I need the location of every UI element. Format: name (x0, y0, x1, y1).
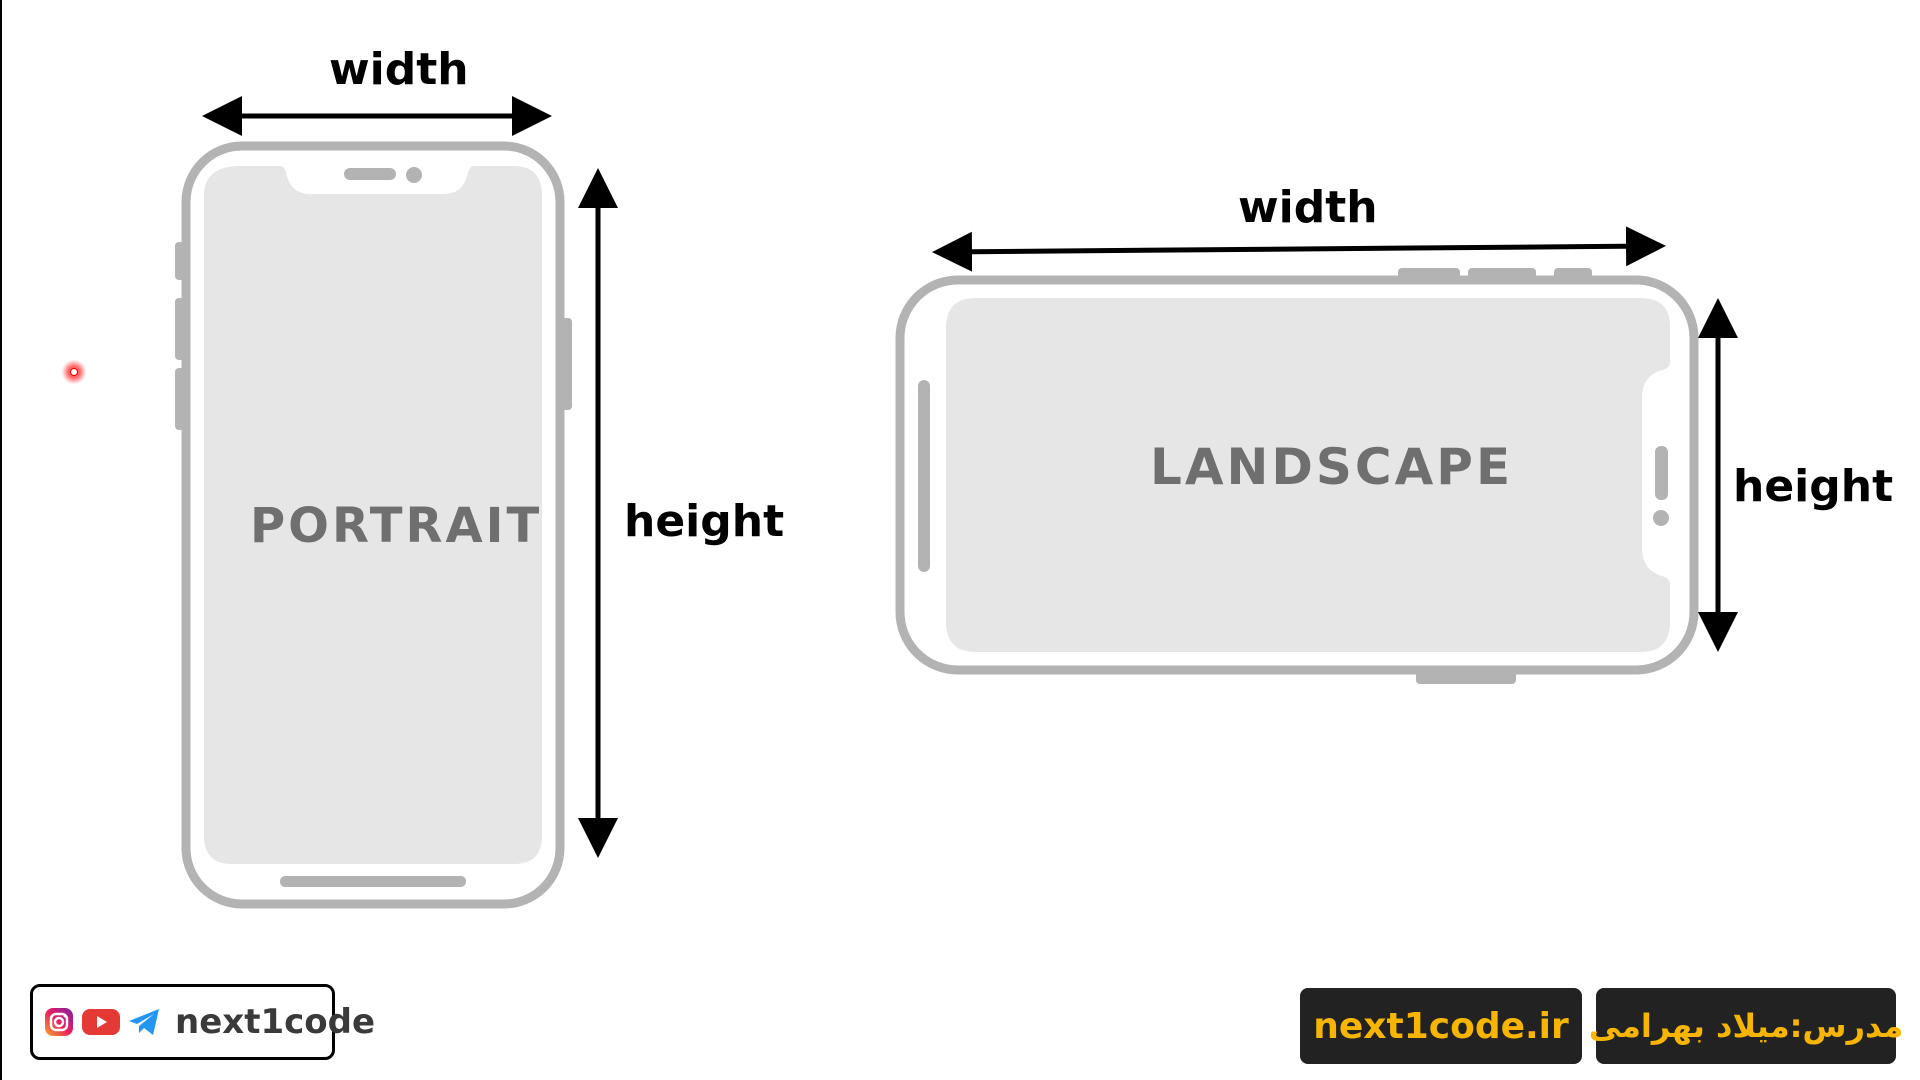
landscape-height-label: height (1733, 461, 1894, 512)
portrait-camera (406, 167, 422, 183)
landscape-speaker (1655, 446, 1668, 500)
landscape-camera (1653, 510, 1669, 526)
website-badge[interactable]: next1code.ir (1300, 988, 1582, 1064)
brand-name: next1code (175, 1002, 376, 1042)
portrait-phone-screen (204, 166, 542, 864)
landscape-home-bar (918, 380, 930, 572)
left-edge-line (0, 0, 2, 1080)
portrait-screen-text: PORTRAIT (250, 498, 543, 554)
telegram-icon[interactable] (127, 1005, 161, 1039)
portrait-speaker (344, 168, 396, 180)
landscape-width-label: width (1238, 182, 1378, 233)
landscape-width-arrow (932, 226, 1666, 272)
youtube-icon[interactable] (81, 1005, 121, 1039)
landscape-screen-text: LANDSCAPE (1150, 438, 1514, 496)
portrait-height-label: height (624, 496, 785, 547)
portrait-phone (175, 141, 572, 909)
teacher-badge: مدرس:میلاد بهرامی (1589, 988, 1903, 1064)
social-brand-box[interactable]: next1code (30, 984, 375, 1060)
landscape-phone-screen (946, 298, 1670, 652)
portrait-width-label: width (329, 44, 469, 95)
pointer-cursor-icon (62, 360, 86, 384)
portrait-home-bar (280, 876, 466, 887)
instagram-icon[interactable] (43, 1005, 75, 1039)
